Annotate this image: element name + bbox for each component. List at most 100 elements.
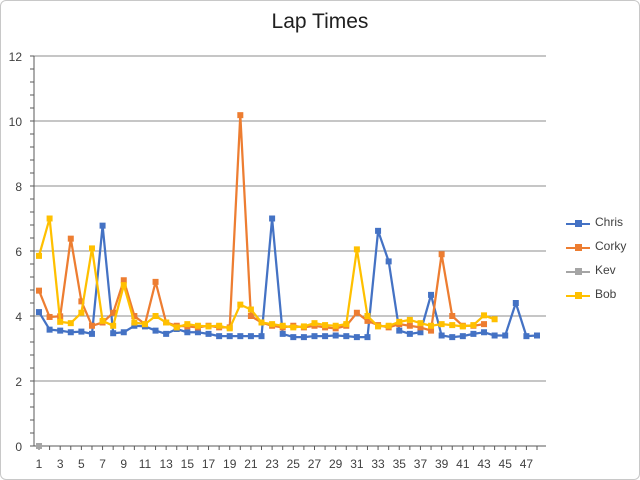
data-point-bob [375,323,382,330]
data-point-chris [375,227,382,234]
data-point-bob [237,301,244,308]
data-point-bob [290,324,297,331]
data-point-bob [449,322,456,329]
data-point-bob [141,321,148,328]
data-point-bob [110,322,117,329]
data-point-bob [406,316,413,323]
data-point-bob [78,309,85,316]
data-point-chris [99,222,106,229]
data-point-corky [78,298,85,305]
y-tick-label: 4 [15,310,22,324]
legend-marker-chris [575,220,582,227]
data-point-bob [46,215,53,222]
data-point-bob [269,321,276,328]
data-point-chris [428,291,435,298]
x-tick-label: 43 [477,457,491,471]
x-tick-label: 9 [120,457,127,471]
data-point-corky [353,309,360,316]
data-point-corky [36,287,42,294]
series-line-corky [37,114,485,332]
data-point-chris [406,330,413,337]
x-tick-label: 15 [181,457,195,471]
data-point-bob [364,313,371,319]
data-point-chris [449,334,456,341]
data-point-chris [269,215,276,222]
data-point-bob [205,323,212,330]
x-tick-label: 13 [159,457,173,471]
legend-marker-bob [575,292,582,299]
y-tick-label: 0 [15,440,22,454]
legend-label-corky: Corky [595,239,627,253]
data-point-corky [110,309,117,316]
data-point-chris [332,332,339,339]
data-point-bob [247,306,254,313]
data-point-bob [173,324,180,331]
x-tick-label: 39 [435,457,449,471]
data-point-bob [99,317,106,324]
data-point-chris [194,329,201,336]
data-point-bob [57,318,64,325]
data-point-bob [470,322,477,329]
x-tick-label: 41 [456,457,470,471]
data-point-bob [438,321,445,328]
data-point-corky [438,251,445,258]
data-point-chris [523,333,530,340]
data-point-chris [491,332,498,339]
data-point-chris [88,330,95,337]
data-point-bob [184,321,191,328]
data-point-chris [67,329,74,336]
data-point-bob [120,282,127,289]
data-point-chris [502,332,509,339]
legend-label-kev: Kev [595,263,616,277]
data-point-chris [131,322,138,329]
data-point-bob [491,316,498,323]
x-tick-label: 31 [350,457,364,471]
data-point-chris [290,334,297,341]
data-point-chris [459,333,466,340]
x-tick-label: 29 [329,457,343,471]
data-point-corky [364,317,371,324]
data-point-chris [247,333,254,340]
data-point-corky [237,112,244,119]
x-tick-label: 21 [244,457,258,471]
data-point-chris [57,327,64,334]
data-point-chris [364,334,371,341]
x-tick-label: 33 [371,457,385,471]
data-point-chris [396,327,403,334]
data-point-bob [226,325,233,332]
data-point-chris [353,334,360,341]
data-point-corky [67,235,74,242]
data-point-corky [46,313,53,320]
y-tick-label: 2 [15,375,22,389]
data-point-bob [459,323,466,330]
data-point-chris [120,329,127,336]
data-point-chris [46,326,53,333]
legend-marker-kev [575,268,582,275]
data-point-bob [163,319,170,326]
data-point-chris [152,327,159,334]
data-point-chris [481,329,488,336]
data-point-bob [385,322,392,329]
data-point-corky [88,322,95,329]
data-point-chris [184,329,191,336]
legend-label-bob: Bob [595,287,617,301]
data-point-chris [311,333,318,340]
data-point-bob [152,313,159,319]
chart-title: Lap Times [271,10,369,33]
data-point-bob [131,319,138,326]
data-point-bob [311,320,318,327]
data-point-corky [417,324,424,331]
x-tick-label: 3 [57,457,64,471]
data-point-corky [247,313,254,319]
x-tick-label: 23 [265,457,279,471]
data-point-chris [205,330,212,337]
data-point-bob [300,323,307,330]
data-point-chris [163,330,170,337]
data-point-chris [279,330,286,337]
data-point-bob [36,252,42,259]
data-point-bob [258,319,265,326]
data-point-corky [131,313,138,319]
data-point-chris [534,332,540,339]
